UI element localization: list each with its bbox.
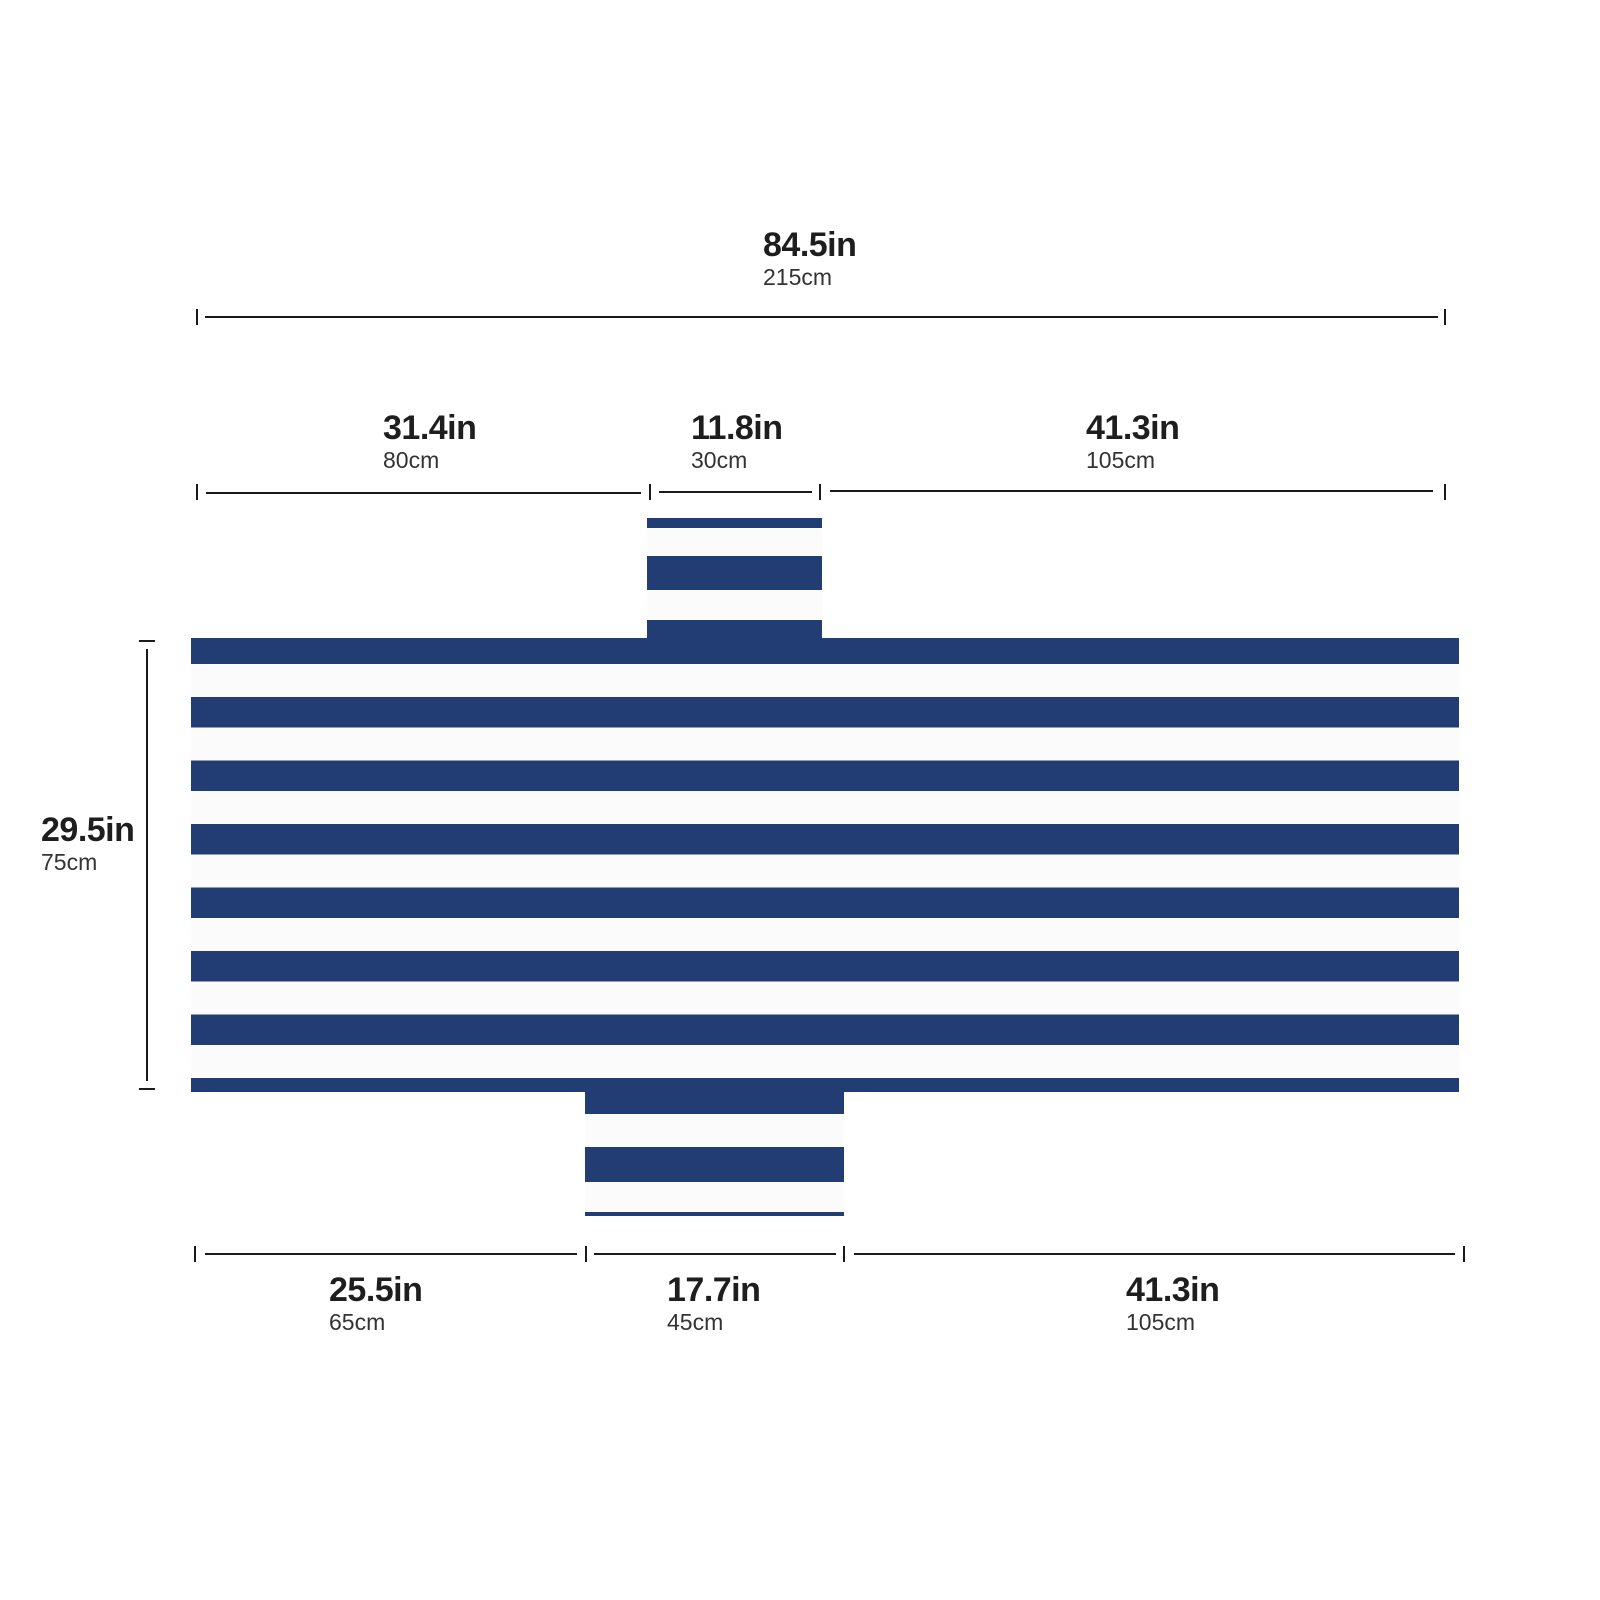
dimension-tick (139, 1088, 155, 1090)
dimension-tick (585, 1246, 587, 1262)
dimension-tick (819, 484, 821, 500)
dimension-tick (843, 1246, 845, 1262)
towel-main-body (191, 638, 1459, 1092)
top-segment-2-label: 11.8in 30cm (691, 411, 783, 472)
width-label: 29.5in 75cm (41, 811, 135, 875)
dimension-tick (196, 484, 198, 500)
top-segment-1-line (206, 492, 641, 494)
bottom-segment-2-in: 17.7in (667, 1271, 761, 1309)
bottom-segment-2-cm: 45cm (667, 1309, 724, 1335)
bottom-segment-3-line (854, 1253, 1455, 1255)
top-segment-3-in: 41.3in (1086, 409, 1180, 447)
top-segment-1-label: 31.4in 80cm (383, 409, 477, 473)
top-segment-3-label: 41.3in 105cm (1086, 409, 1180, 473)
dimension-tick (196, 309, 198, 325)
overall-length-in: 84.5in (763, 226, 857, 264)
top-segment-2-cm: 30cm (691, 447, 748, 473)
towel-top-flap (647, 518, 822, 644)
overall-length-label: 84.5in 215cm (763, 226, 857, 290)
top-segment-1-cm: 80cm (383, 447, 440, 473)
dimension-tick (139, 640, 155, 642)
bottom-segment-1-label: 25.5in 65cm (329, 1271, 423, 1335)
top-segment-3-cm: 105cm (1086, 447, 1156, 473)
bottom-segment-3-cm: 105cm (1126, 1309, 1196, 1335)
dimension-tick (194, 1246, 196, 1262)
bottom-segment-3-in: 41.3in (1126, 1271, 1220, 1309)
width-cm: 75cm (41, 849, 98, 875)
top-segment-3-line (830, 490, 1433, 492)
bottom-segment-1-in: 25.5in (329, 1271, 423, 1309)
overall-length-cm: 215cm (763, 264, 833, 290)
overall-length-line (205, 316, 1438, 318)
dimension-tick (1463, 1246, 1465, 1262)
width-in: 29.5in (41, 811, 135, 849)
bottom-segment-1-cm: 65cm (329, 1309, 386, 1335)
dimension-tick (1444, 484, 1446, 500)
width-line (146, 649, 148, 1081)
dimension-tick (1444, 309, 1446, 325)
bottom-segment-2-label: 17.7in 45cm (667, 1271, 761, 1335)
bottom-segment-3-label: 41.3in 105cm (1126, 1271, 1220, 1335)
towel-bottom-flap (585, 1092, 844, 1216)
bottom-segment-1-line (205, 1253, 577, 1255)
top-segment-1-in: 31.4in (383, 409, 477, 447)
top-segment-2-in: 11.8in (691, 409, 783, 447)
bottom-segment-2-line (594, 1253, 836, 1255)
dimension-tick (649, 484, 651, 500)
top-segment-2-line (659, 491, 812, 493)
